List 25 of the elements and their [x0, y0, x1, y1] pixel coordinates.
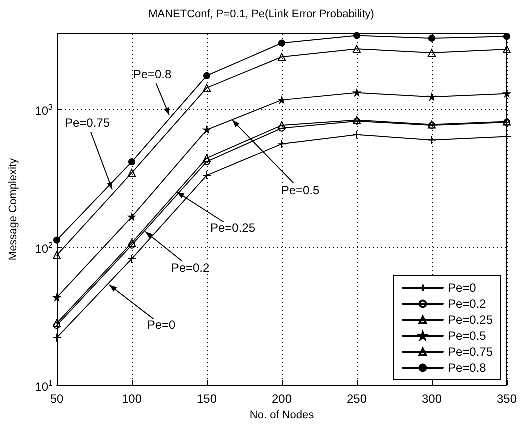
legend-label: Pe=0.75	[448, 345, 494, 359]
y-tick-label: 10$^{1}$	[35, 378, 53, 394]
x-tick-label: 150	[196, 392, 218, 406]
y-tick-label: 10$^{3}$	[35, 102, 53, 118]
annotation: Pe=0.5	[281, 183, 320, 198]
annotation: Pe=0.8	[133, 67, 172, 82]
chart-title: MANETConf, P=0.1, Pe(Link Error Probability)	[148, 8, 374, 20]
annotation: Pe=0	[147, 318, 176, 332]
annotation: Pe=0.75	[64, 116, 110, 130]
x-tick-label: 100	[122, 392, 142, 406]
x-axis-title: No. of Nodes	[250, 410, 315, 422]
x-tick-label: 350	[496, 392, 518, 406]
x-tick-label: 250	[346, 392, 368, 406]
legend-label: Pe=0	[448, 281, 477, 295]
annotation: Pe=0.25	[210, 221, 256, 236]
legend-label: Pe=0.5	[448, 329, 487, 343]
x-tick-label: 50	[50, 392, 64, 406]
legend-label: Pe=0.2	[448, 297, 487, 311]
x-tick-label: 300	[422, 392, 442, 406]
y-tick-label: 10$^{2}$	[35, 240, 53, 256]
x-tick-label: 200	[272, 392, 292, 406]
annotation: Pe=0.2	[171, 260, 210, 275]
y-axis-title: Message Complexity	[8, 158, 20, 261]
legend-label: Pe=0.8	[448, 361, 487, 375]
legend-label: Pe=0.25	[448, 313, 494, 327]
